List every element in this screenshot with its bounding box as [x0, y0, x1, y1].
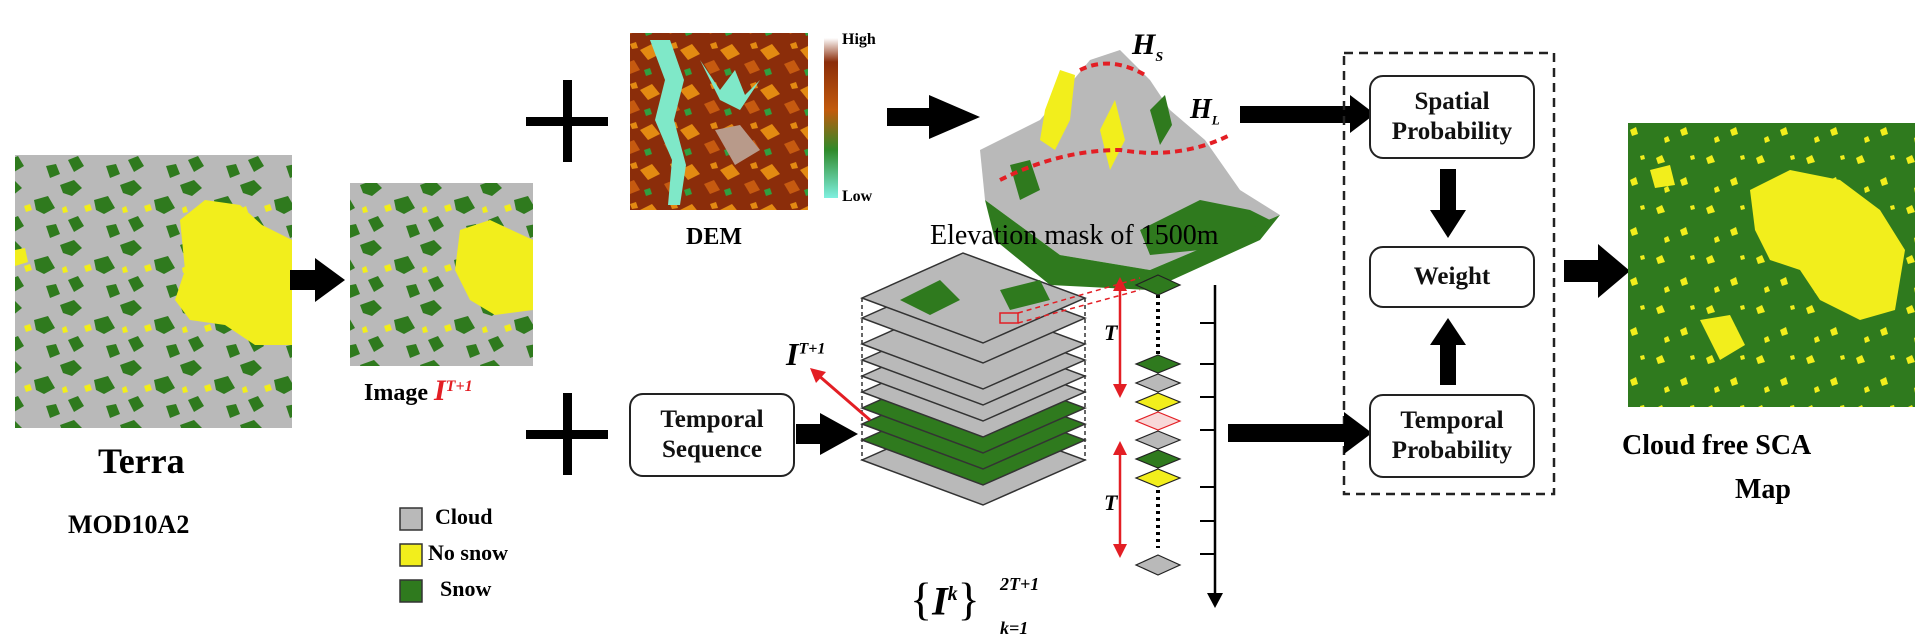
dem-high-label: High — [842, 31, 876, 48]
temporal-sequence-box: Temporal Sequence — [629, 393, 795, 477]
weight-box: Weight — [1369, 246, 1535, 308]
arrow-dem-to-elevation — [887, 95, 980, 139]
image-set-label: {Ik} — [910, 572, 980, 623]
legend-label-nosnow: No snow — [428, 540, 509, 565]
temporal-seq-line2: Sequence — [662, 436, 762, 463]
legend-swatch-snow — [399, 579, 423, 603]
legend-label-snow: Snow — [440, 576, 492, 601]
hs-symbol: H — [1132, 28, 1156, 61]
weight-label: Weight — [1413, 263, 1491, 290]
hs-subscript: S — [1155, 50, 1164, 65]
pixel-time-series — [1113, 274, 1223, 608]
hl-symbol: H — [1190, 94, 1212, 125]
terra-satellite-image — [15, 155, 292, 428]
set-bottom-index: k=1 — [1000, 618, 1029, 638]
arrow-terra-to-image — [290, 258, 345, 302]
dem-low-label: Low — [842, 188, 873, 205]
set-brace-open: { — [910, 573, 933, 625]
temporal-prob-line2: Probability — [1391, 437, 1513, 464]
hl-label: HL — [1190, 94, 1220, 129]
legend-label-cloud: Cloud — [435, 504, 493, 529]
image-t1-thumbnail — [350, 183, 533, 366]
set-sup-k: k — [947, 583, 958, 605]
stack-pointer-label: IT+1 — [786, 336, 825, 373]
arrow-frame-to-output — [1564, 244, 1630, 298]
temporal-prob-line1: Temporal — [1400, 407, 1504, 434]
dem-map — [630, 33, 808, 210]
plus-icon-top — [526, 80, 608, 162]
spatial-probability-box: Spatial Probability — [1369, 75, 1535, 159]
temporal-seq-line1: Temporal — [660, 406, 764, 433]
spatial-line2: Probability — [1391, 118, 1513, 145]
probability-frame — [1342, 51, 1556, 496]
pointer-superscript: T+1 — [798, 340, 826, 358]
arrow-temporal-to-weight — [1430, 318, 1466, 385]
output-title-line1: Cloud free SCA — [1622, 430, 1812, 461]
output-title-line2: Map — [1735, 474, 1791, 505]
arrow-spatial-to-weight — [1430, 169, 1466, 238]
dem-colorbar — [824, 38, 838, 198]
set-top-index: 2T+1 — [1000, 574, 1040, 594]
temporal-image-stack — [860, 252, 1141, 506]
hl-subscript: L — [1211, 112, 1220, 128]
temporal-probability-box: Temporal Probability — [1369, 394, 1535, 478]
image-label-text: Image — [364, 380, 428, 406]
set-symbol: I — [932, 578, 948, 624]
elevation-mountain — [980, 50, 1280, 290]
image-t1-label: Image IT+1 — [364, 374, 473, 408]
terra-subtitle: MOD10A2 — [68, 510, 190, 539]
set-brace-close: } — [957, 573, 980, 625]
arrow-sequence-to-stack — [796, 413, 858, 455]
terra-title: Terra — [98, 441, 185, 481]
dem-label: DEM — [686, 224, 742, 250]
t-label-top: T — [1104, 320, 1118, 345]
legend-swatch-cloud — [399, 507, 423, 531]
arrow-stack-to-temporal-probability — [1228, 412, 1372, 454]
image-label-symbol: I — [433, 374, 446, 407]
legend-swatch-nosnow — [399, 543, 423, 567]
pointer-arrow-current-image — [810, 368, 871, 422]
cloud-free-sca-map — [1628, 123, 1915, 407]
spatial-line1: Spatial — [1414, 88, 1490, 115]
t-label-bottom: T — [1104, 490, 1118, 515]
arrow-elevation-to-spatial — [1240, 95, 1375, 133]
image-label-superscript: T+1 — [445, 378, 473, 395]
elevation-caption: Elevation mask of 1500m — [930, 220, 1219, 251]
pointer-symbol: I — [786, 336, 799, 372]
hs-label: HS — [1132, 28, 1163, 66]
plus-icon-bottom — [526, 393, 608, 475]
